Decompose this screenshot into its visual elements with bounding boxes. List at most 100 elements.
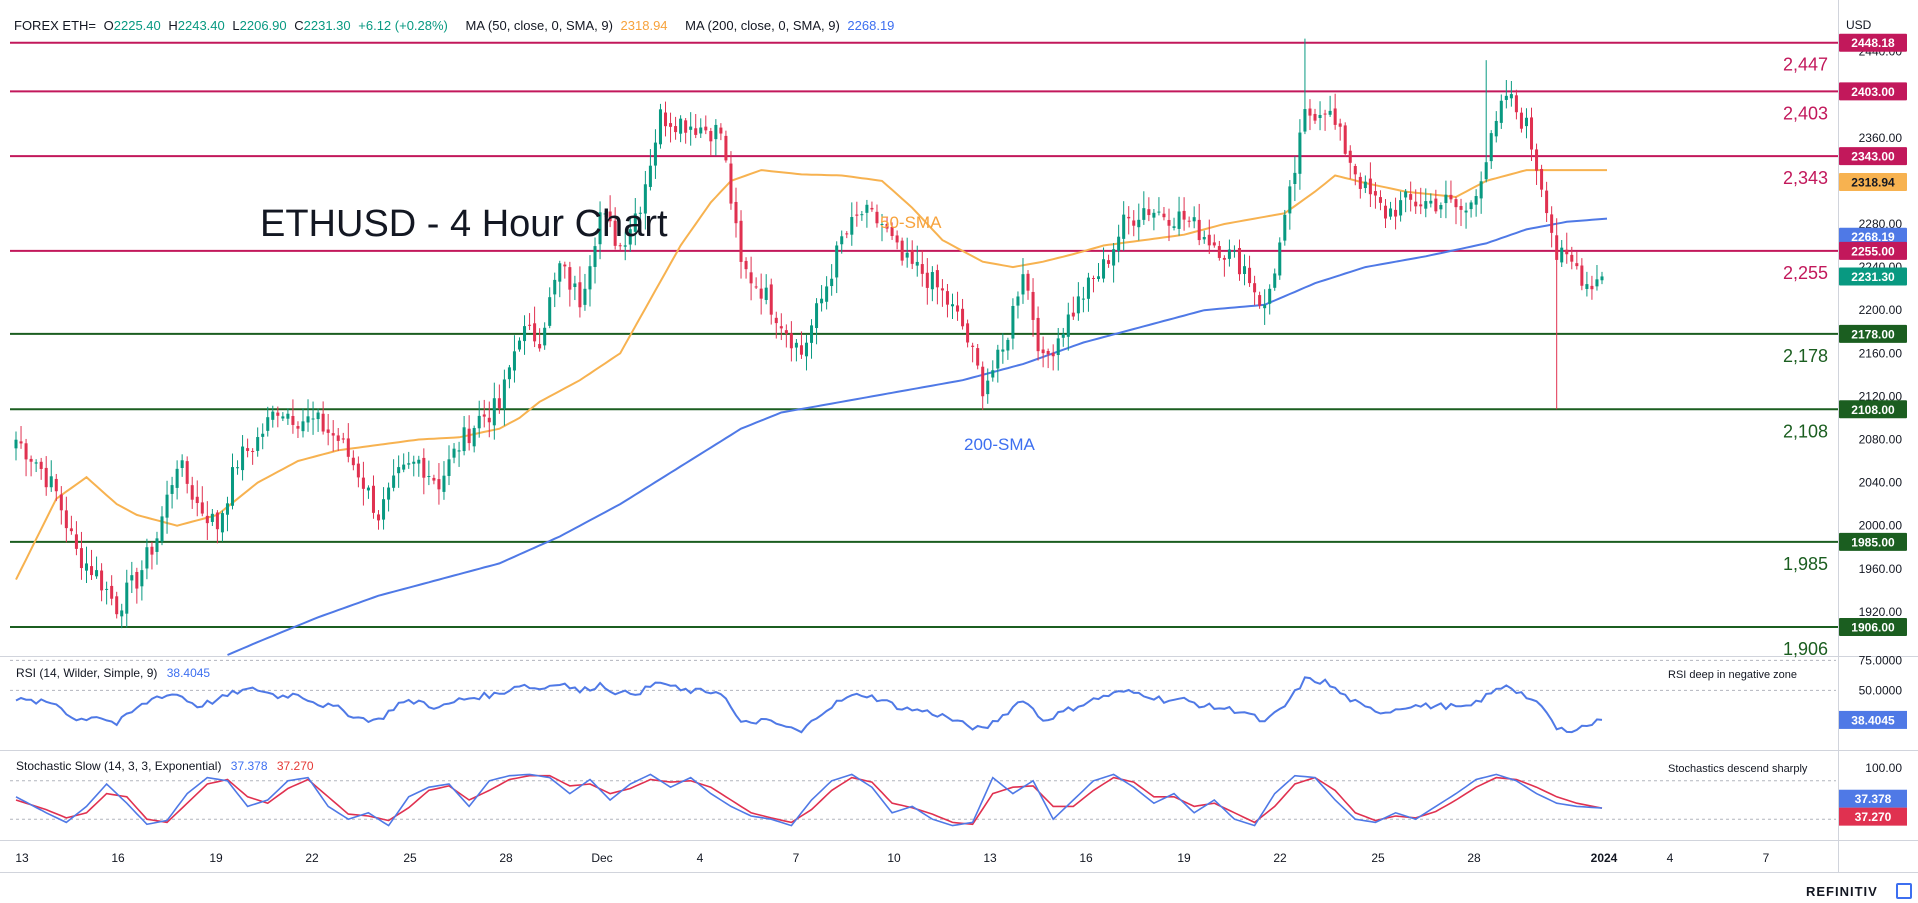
candle-280: [1424, 188, 1428, 218]
candle-34: [185, 456, 189, 494]
candle-82: [427, 460, 431, 486]
candle-286: [1454, 196, 1458, 225]
candle-23: [130, 561, 134, 594]
svg-text:37.378: 37.378: [1855, 792, 1892, 806]
candle-64: [336, 427, 340, 451]
candle-270: [1373, 182, 1377, 209]
candle-262: [1333, 93, 1337, 130]
candle-171: [875, 204, 879, 228]
candle-47: [251, 448, 255, 465]
candle-233: [1187, 216, 1191, 228]
candle-172: [880, 213, 884, 242]
candle-139: [714, 119, 718, 156]
rsi-tick-label: 75.0000: [1859, 653, 1903, 667]
candle-271: [1378, 190, 1382, 211]
level-label-6: 1,985: [1783, 554, 1828, 574]
candle-36: [195, 480, 199, 517]
candle-12: [74, 521, 78, 556]
candle-1: [19, 426, 23, 449]
candle-148: [759, 273, 763, 315]
candle-127: [653, 129, 657, 179]
candle-295: [1499, 94, 1503, 129]
candle-135: [694, 114, 698, 139]
candle-222: [1132, 210, 1136, 237]
candle-249: [1268, 284, 1272, 315]
candle-120: [618, 242, 622, 251]
svg-text:2268.19: 2268.19: [1851, 230, 1895, 244]
candle-125: [643, 170, 647, 230]
candle-174: [890, 222, 894, 240]
candle-234: [1192, 206, 1196, 229]
candle-192: [981, 361, 985, 410]
candle-255: [1298, 119, 1302, 190]
candle-168: [860, 210, 864, 221]
candle-161: [825, 276, 829, 310]
candle-69: [361, 461, 365, 506]
price-tag-resistance: 2403.00: [1839, 82, 1907, 101]
candle-21: [120, 603, 124, 629]
candle-169: [865, 199, 869, 228]
candle-167: [855, 201, 859, 227]
candle-15: [90, 549, 94, 581]
candle-3: [29, 455, 33, 477]
close-value: 2231.30: [303, 18, 351, 33]
axis-layer: 2440.002400.002360.002320.002280.002240.…: [15, 45, 1902, 865]
candle-309: [1570, 246, 1574, 270]
candle-313: [1590, 275, 1594, 300]
candle-98: [507, 364, 511, 389]
candle-63: [331, 420, 335, 452]
candle-225: [1147, 197, 1151, 222]
candle-79: [412, 455, 416, 477]
candle-293: [1489, 130, 1493, 169]
candle-290: [1474, 189, 1478, 217]
candle-175: [895, 230, 899, 250]
candle-76: [397, 455, 401, 488]
candle-209: [1066, 302, 1070, 351]
candle-61: [321, 401, 325, 435]
candle-303: [1540, 164, 1544, 198]
rsi-legend-label: RSI (14, Wilder, Simple, 9): [16, 666, 158, 680]
candle-134: [689, 112, 693, 146]
candle-94: [487, 401, 491, 438]
level-label-4: 2,178: [1783, 346, 1828, 366]
refinitiv-icon: [1896, 883, 1912, 899]
candle-60: [316, 408, 320, 432]
candle-90: [467, 415, 471, 451]
candle-189: [966, 319, 970, 348]
candle-129: [663, 101, 668, 137]
candle-268: [1363, 175, 1367, 194]
candle-37: [200, 486, 204, 517]
candle-7: [49, 460, 53, 492]
high-label: H: [168, 18, 178, 33]
candle-241: [1227, 239, 1231, 267]
candle-59: [311, 401, 315, 435]
candle-166: [850, 202, 854, 246]
candle-238: [1212, 234, 1216, 248]
candle-8: [54, 473, 58, 502]
candle-226: [1152, 209, 1156, 231]
stoch-legend-d: 37.270: [276, 759, 314, 773]
candle-105: [543, 322, 547, 350]
rsi-value-tag: 38.4045: [1839, 710, 1907, 729]
candle-302: [1535, 143, 1539, 185]
candle-38: [205, 501, 209, 540]
candle-227: [1157, 197, 1161, 216]
candle-42: [225, 496, 229, 532]
open-value: 2225.40: [113, 18, 161, 33]
candle-299: [1519, 107, 1523, 133]
candle-221: [1127, 206, 1131, 235]
rsi-layer: [10, 659, 1836, 734]
candle-55: [291, 399, 295, 434]
candle-253: [1288, 180, 1292, 230]
candle-190: [971, 342, 975, 363]
price-tag-support: 1906.00: [1839, 617, 1907, 636]
level-label-5: 2,108: [1783, 421, 1828, 441]
candle-52: [276, 406, 280, 428]
price-tag-ma50: 2318.94: [1839, 173, 1907, 192]
close-label: C: [294, 18, 304, 33]
candle-67: [351, 450, 355, 471]
candle-93: [482, 399, 486, 428]
candle-264: [1343, 122, 1347, 157]
candle-266: [1353, 163, 1357, 186]
